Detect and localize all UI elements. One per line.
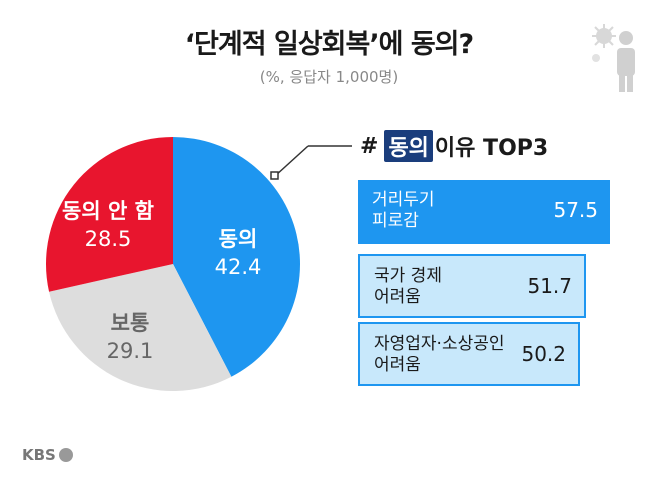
kbs-logo-dot — [58, 448, 73, 462]
pie-slice-value-1: 29.1 — [107, 339, 154, 363]
pie-slice-label-1: 보통 — [111, 311, 150, 335]
pie-slice-0 — [173, 137, 300, 377]
pie-slice-label-0: 동의 — [219, 227, 258, 251]
callout-marker — [270, 171, 279, 180]
callout-line — [274, 145, 309, 177]
pie-slice-value-2: 28.5 — [85, 227, 132, 251]
reason-bar-3: 자영업자·소상공인 어려움 50.2 — [358, 322, 580, 386]
chart-subtitle: (%, 응답자 1,000명) — [259, 68, 399, 86]
pie-slice-2 — [45, 137, 173, 292]
agree-tag: 동의 — [384, 130, 433, 162]
kbs-logo: KBS — [22, 446, 73, 464]
person-virus-icon — [592, 24, 635, 92]
reason-label-1: 거리두기 피로감 — [372, 190, 435, 231]
reason-bar-2: 국가 경제 어려움 51.7 — [358, 254, 586, 318]
top3-title: 이유 TOP3 — [434, 136, 549, 161]
pie-slice-1 — [49, 264, 232, 391]
top3-heading: # 동의 이유 TOP3 — [360, 130, 548, 162]
pie-slice-value-0: 42.4 — [215, 255, 262, 279]
kbs-logo-text: KBS — [22, 446, 56, 464]
reason-label-2: 국가 경제 어려움 — [374, 266, 442, 307]
reason-value-1: 57.5 — [553, 198, 598, 222]
chart-title: ‘단계적 일상회복’에 동의? — [184, 29, 474, 60]
reason-bar-1: 거리두기 피로감 57.5 — [358, 180, 610, 244]
reason-label-3: 자영업자·소상공인 어려움 — [374, 334, 505, 375]
pie-slice-label-2: 동의 안 함 — [62, 199, 154, 223]
hash-symbol: # — [360, 133, 379, 159]
reason-value-2: 51.7 — [527, 274, 572, 298]
reason-value-3: 50.2 — [521, 342, 566, 366]
